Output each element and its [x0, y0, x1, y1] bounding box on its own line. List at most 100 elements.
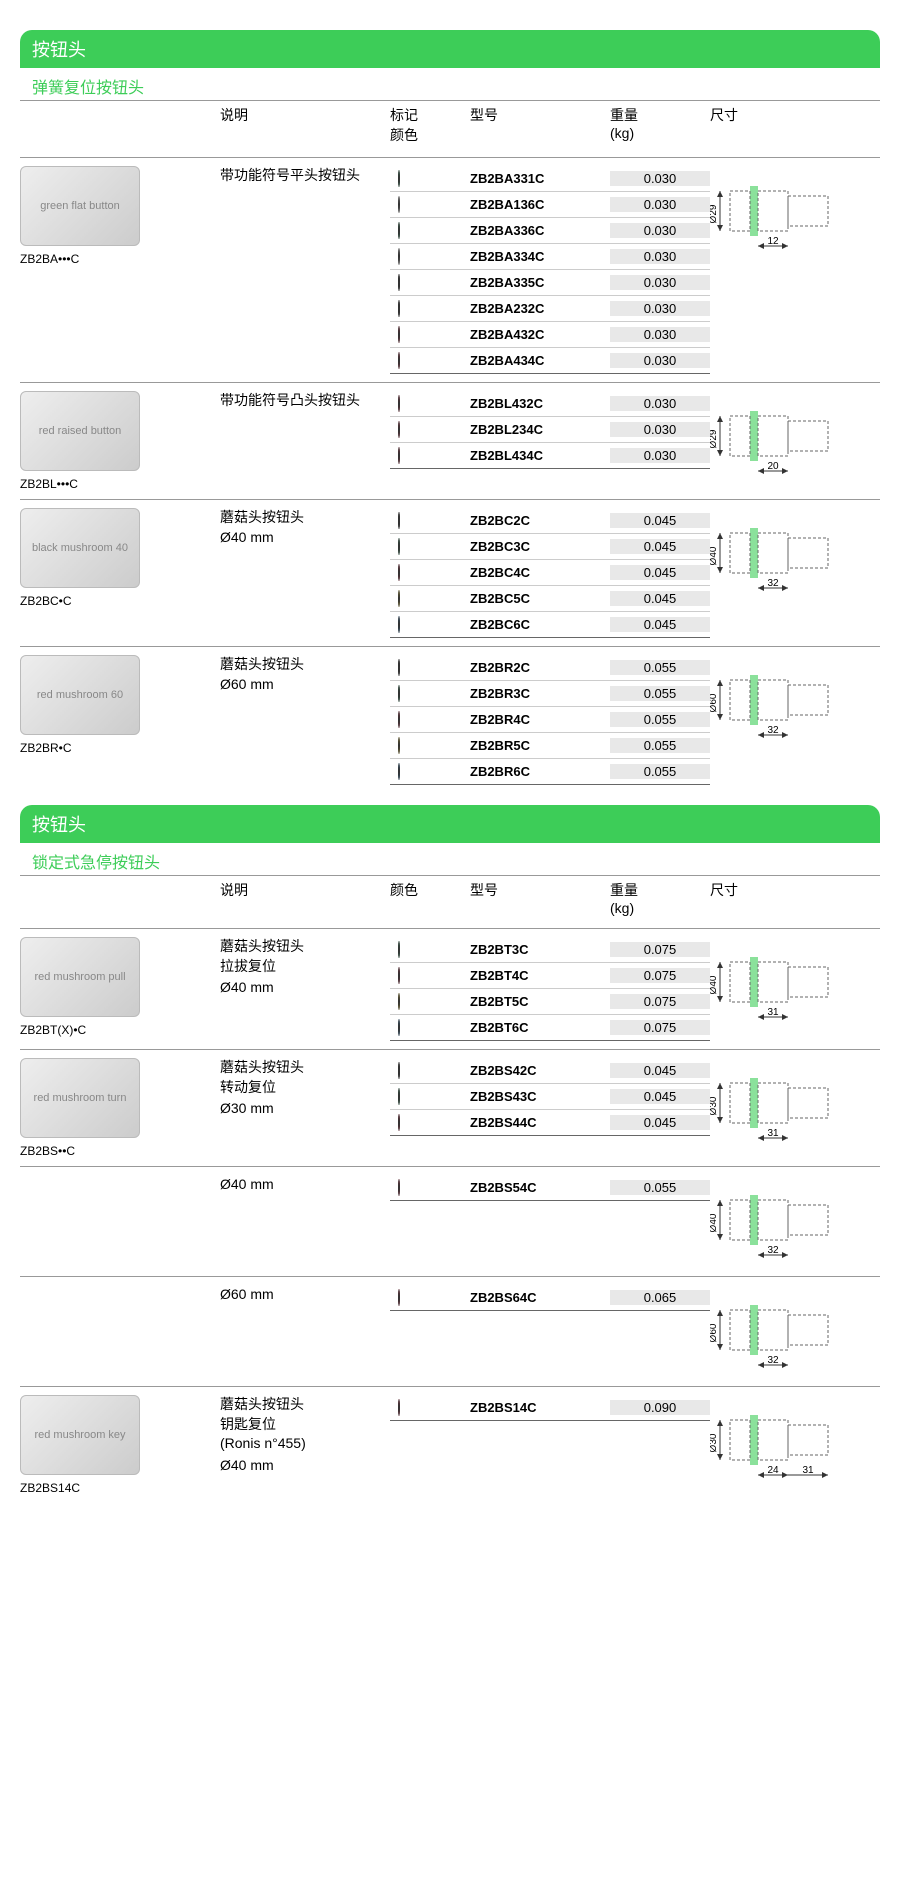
color-swatch	[390, 994, 470, 1009]
svg-text:31: 31	[767, 1007, 779, 1018]
color-swatch	[390, 1063, 470, 1078]
dimension-diagram: Ø30 24 31	[710, 1395, 870, 1485]
weight-value: 0.065	[610, 1290, 710, 1305]
product-row: ZB2BR4C 0.055	[390, 707, 710, 733]
product-row: ZB2BA434C 0.030	[390, 348, 710, 374]
svg-text:32: 32	[767, 1245, 779, 1256]
weight-value: 0.030	[610, 396, 710, 411]
model-number: ZB2BC4C	[470, 565, 610, 580]
color-swatch	[390, 223, 470, 238]
product-description: 蘑菇头按钮头转动复位Ø30 mm	[220, 1058, 390, 1119]
header-weight: 重量(kg)	[610, 880, 710, 916]
product-row: ZB2BS43C 0.045	[390, 1084, 710, 1110]
product-image-cell: black mushroom 40 ZB2BC•C	[20, 508, 220, 608]
weight-value: 0.045	[610, 565, 710, 580]
product-image-placeholder: red mushroom turn	[20, 1058, 140, 1138]
svg-text:Ø60: Ø60	[710, 1323, 719, 1342]
weight-value: 0.030	[610, 275, 710, 290]
product-row: ZB2BC3C 0.045	[390, 534, 710, 560]
variant-rows: ZB2BA331C 0.030 ZB2BA136C 0.030 ZB2BA336…	[390, 166, 710, 374]
svg-text:Ø30: Ø30	[710, 1433, 719, 1452]
product-code: ZB2BT(X)•C	[20, 1023, 220, 1037]
color-swatch	[390, 448, 470, 463]
weight-value: 0.055	[610, 660, 710, 675]
product-block: red mushroom key ZB2BS14C 蘑菇头按钮头钥匙复位(Ron…	[20, 1386, 880, 1495]
subsection-title: 弹簧复位按钮头	[20, 68, 880, 101]
product-image-placeholder: green flat button	[20, 166, 140, 246]
product-row: ZB2BT6C 0.075	[390, 1015, 710, 1041]
weight-value: 0.045	[610, 1089, 710, 1104]
model-number: ZB2BR6C	[470, 764, 610, 779]
model-number: ZB2BS54C	[470, 1180, 610, 1195]
model-number: ZB2BL234C	[470, 422, 610, 437]
product-row: ZB2BA331C 0.030	[390, 166, 710, 192]
color-swatch	[390, 1089, 470, 1104]
color-swatch	[390, 1020, 470, 1035]
dimension-diagram: Ø60 32	[710, 1285, 870, 1375]
variant-rows: ZB2BT3C 0.075 ZB2BT4C 0.075 ZB2BT5C 0.07…	[390, 937, 710, 1041]
product-row: ZB2BL432C 0.030	[390, 391, 710, 417]
dimension-cell: Ø30 31	[710, 1058, 880, 1151]
product-row: ZB2BR3C 0.055	[390, 681, 710, 707]
weight-value: 0.045	[610, 1063, 710, 1078]
size-label: Ø60 mm	[220, 1285, 390, 1305]
product-description: 蘑菇头按钮头Ø40 mm	[220, 508, 390, 547]
weight-value: 0.045	[610, 617, 710, 632]
weight-value: 0.030	[610, 223, 710, 238]
weight-value: 0.030	[610, 249, 710, 264]
product-image-placeholder: red mushroom pull	[20, 937, 140, 1017]
color-swatch	[390, 1115, 470, 1130]
variant-rows: ZB2BS54C 0.055	[390, 1175, 710, 1201]
weight-value: 0.055	[610, 1180, 710, 1195]
header-weight: 重量(kg)	[610, 105, 710, 145]
color-swatch	[390, 591, 470, 606]
color-swatch	[390, 942, 470, 957]
product-image-cell: red mushroom key ZB2BS14C	[20, 1395, 220, 1495]
product-image-placeholder: black mushroom 40	[20, 508, 140, 588]
product-description: 蘑菇头按钮头Ø60 mm	[220, 655, 390, 694]
color-swatch	[390, 1290, 470, 1305]
weight-value: 0.030	[610, 448, 710, 463]
product-row: ZB2BC4C 0.045	[390, 560, 710, 586]
model-number: ZB2BC6C	[470, 617, 610, 632]
product-block: black mushroom 40 ZB2BC•C 蘑菇头按钮头Ø40 mm Z…	[20, 499, 880, 638]
dimension-cell: Ø40 32	[710, 1175, 880, 1268]
color-swatch	[390, 422, 470, 437]
product-code: ZB2BA•••C	[20, 252, 220, 266]
model-number: ZB2BR2C	[470, 660, 610, 675]
product-block: Ø60 mm ZB2BS64C 0.065 Ø60 32	[20, 1276, 880, 1378]
subsection-title: 锁定式急停按钮头	[20, 843, 880, 876]
dimension-cell: Ø29 12	[710, 166, 880, 259]
svg-text:Ø60: Ø60	[710, 693, 719, 712]
dimension-diagram: Ø29 12	[710, 166, 870, 256]
header-dim: 尺寸	[710, 105, 880, 145]
model-number: ZB2BA434C	[470, 353, 610, 368]
dimension-diagram: Ø60 32	[710, 655, 870, 745]
weight-value: 0.045	[610, 591, 710, 606]
color-swatch	[390, 396, 470, 411]
model-number: ZB2BC5C	[470, 591, 610, 606]
product-row: ZB2BT4C 0.075	[390, 963, 710, 989]
color-swatch	[390, 738, 470, 753]
header-desc: 说明	[220, 105, 390, 145]
variant-rows: ZB2BS14C 0.090	[390, 1395, 710, 1421]
svg-text:24: 24	[767, 1465, 779, 1476]
color-swatch	[390, 353, 470, 368]
product-image-placeholder: red raised button	[20, 391, 140, 471]
product-row: ZB2BS54C 0.055	[390, 1175, 710, 1201]
model-number: ZB2BA335C	[470, 275, 610, 290]
svg-text:12: 12	[767, 236, 779, 247]
color-swatch	[390, 301, 470, 316]
product-image-cell: green flat button ZB2BA•••C	[20, 166, 220, 266]
model-number: ZB2BR4C	[470, 712, 610, 727]
model-number: ZB2BS44C	[470, 1115, 610, 1130]
header-desc: 说明	[220, 880, 390, 916]
model-number: ZB2BL434C	[470, 448, 610, 463]
weight-value: 0.045	[610, 1115, 710, 1130]
product-row: ZB2BR6C 0.055	[390, 759, 710, 785]
model-number: ZB2BS14C	[470, 1400, 610, 1415]
header-model: 型号	[470, 880, 610, 916]
product-row: ZB2BS42C 0.045	[390, 1058, 710, 1084]
product-row: ZB2BA335C 0.030	[390, 270, 710, 296]
product-image-cell: red mushroom pull ZB2BT(X)•C	[20, 937, 220, 1037]
